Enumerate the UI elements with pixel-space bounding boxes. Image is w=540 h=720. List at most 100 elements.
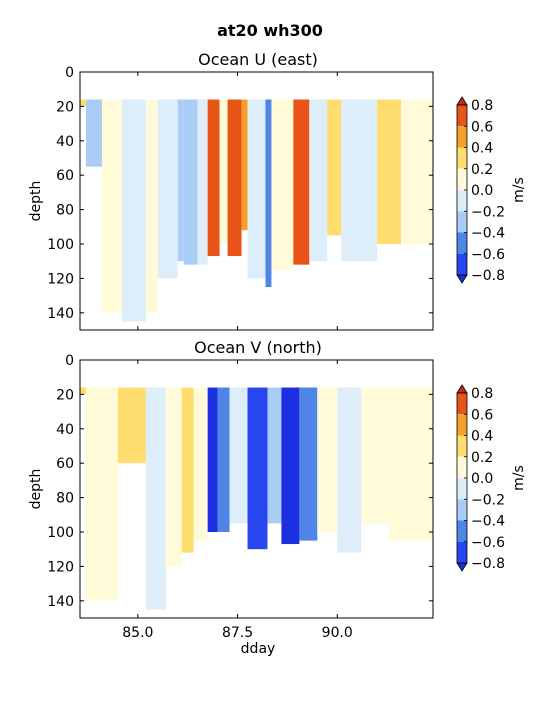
heatmap-column-v-6: [193, 387, 208, 541]
heatmap-column-v-9: [229, 387, 248, 524]
colorbar-segment-v-3: [457, 456, 467, 478]
colorbar-segment-u-7: [457, 253, 467, 275]
y-tick-label-v-7: 140: [47, 594, 74, 610]
heatmap-column-u-19: [341, 99, 378, 262]
y-tick-label-u-4: 80: [56, 203, 74, 219]
heatmap-column-u-15: [271, 99, 294, 270]
colorbar-segment-v-1: [457, 414, 467, 436]
y-tick-label-u-2: 40: [56, 134, 74, 150]
heatmap-column-u-5: [157, 99, 178, 279]
heatmap-column-v-7: [207, 387, 218, 532]
colorbar-segment-v-5: [457, 499, 467, 521]
plot-frame-u: [79, 71, 434, 331]
heatmap-column-v-2: [117, 387, 146, 464]
colorbar-label-v: m/s: [511, 465, 527, 491]
colorbar-over-arrow-v: [456, 384, 468, 394]
colorbar-under-arrow-u: [456, 274, 468, 284]
heatmap-column-v-5: [181, 387, 194, 553]
heatmap-column-v-15: [337, 387, 362, 553]
colorbar-segment-u-2: [457, 147, 467, 169]
y-axis-label-v: depth: [28, 469, 44, 510]
y-tick-label-u-1: 20: [56, 99, 74, 115]
colorbar-tick-label-v-0: 0.8: [471, 386, 493, 402]
colorbar-tick-label-v-1: 0.6: [471, 407, 493, 423]
colorbar-u: 0.8 0.6 0.4 0.2 0.0 −0.2 −0.4 −0.6 −0.8 m/s: [456, 96, 527, 284]
colorbar-segment-u-1: [457, 126, 467, 148]
y-axis-label-u: depth: [28, 181, 44, 222]
colorbar-tick-label-v-7: −0.6: [471, 535, 505, 551]
y-tick-label-v-4: 80: [56, 491, 74, 507]
colorbar-segment-u-0: [457, 105, 467, 127]
y-tick-label-u-3: 60: [56, 168, 74, 184]
heatmap-column-u-8: [197, 99, 208, 265]
heatmap-u: [80, 99, 433, 322]
colorbar-label-u: m/s: [511, 177, 527, 203]
x-axis-label: dday: [241, 641, 276, 657]
heatmap-column-v-10: [247, 387, 268, 550]
colorbar-segment-u-5: [457, 211, 467, 233]
y-tick-label-v-0: 0: [65, 353, 74, 369]
colorbar-segment-u-6: [457, 232, 467, 254]
heatmap-column-u-7: [183, 99, 198, 265]
heatmap-column-u-14: [265, 99, 272, 288]
y-axis-u: 0 20 40 60 80 100 120 140: [47, 65, 433, 322]
heatmap-column-u-9: [207, 99, 220, 257]
heatmap-column-u-4: [145, 99, 158, 313]
y-tick-label-v-5: 100: [47, 525, 74, 541]
colorbar-tick-label-v-3: 0.2: [471, 450, 493, 466]
y-tick-label-u-7: 140: [47, 306, 74, 322]
colorbar-under-arrow-v: [456, 562, 468, 572]
y-tick-label-u-0: 0: [65, 65, 74, 81]
x-axis-v: 85.0 87.5 90.0: [122, 360, 353, 641]
colorbar-segment-v-0: [457, 393, 467, 415]
heatmap-column-u-20: [377, 99, 402, 245]
heatmap-column-v-16: [361, 387, 390, 524]
colorbar-v: 0.8 0.6 0.4 0.2 0.0 −0.2 −0.4 −0.6 −0.8 m/s: [456, 384, 527, 572]
colorbar-segment-u-4: [457, 190, 467, 212]
colorbar-tick-label-v-4: 0.0: [471, 471, 493, 487]
figure-suptitle: at20 wh300: [217, 21, 323, 40]
heatmap-column-u-3: [121, 99, 146, 322]
colorbar-tick-label-u-0: 0.8: [471, 98, 493, 114]
heatmap-column-v-1: [85, 387, 118, 601]
colorbar-tick-label-v-8: −0.8: [471, 556, 505, 572]
colorbar-segment-u-3: [457, 168, 467, 190]
x-tick-label-v-0: 85.0: [122, 625, 153, 641]
panel-title-u: Ocean U (east): [198, 50, 318, 69]
heatmap-column-u-0: [80, 99, 86, 107]
colorbar-segment-v-7: [457, 541, 467, 563]
colorbar-tick-label-u-7: −0.6: [471, 247, 505, 263]
x-tick-label-v-2: 90.0: [322, 625, 353, 641]
y-tick-label-v-2: 40: [56, 422, 74, 438]
y-tick-label-u-5: 100: [47, 237, 74, 253]
heatmap-column-v-0: [80, 387, 86, 395]
x-axis-u: [137, 72, 338, 330]
heatmap-column-u-11: [227, 99, 242, 257]
colorbar-tick-label-v-6: −0.4: [471, 514, 505, 530]
colorbar-segment-v-2: [457, 435, 467, 457]
heatmap-column-u-2: [101, 99, 122, 313]
x-tick-label-v-1: 87.5: [222, 625, 253, 641]
heatmap-v: [80, 387, 433, 610]
heatmap-column-v-13: [299, 387, 318, 541]
colorbar-tick-label-u-4: 0.0: [471, 183, 493, 199]
colorbar-tick-label-u-3: 0.2: [471, 162, 493, 178]
panel-title-v: Ocean V (north): [194, 338, 322, 357]
y-axis-v: 0 20 40 60 80 100 120 140: [47, 353, 433, 610]
y-tick-label-v-1: 20: [56, 387, 74, 403]
colorbar-tick-label-u-1: 0.6: [471, 119, 493, 135]
heatmap-column-u-17: [309, 99, 328, 262]
heatmap-column-v-11: [267, 387, 282, 524]
y-tick-label-v-3: 60: [56, 456, 74, 472]
colorbar-tick-label-u-6: −0.4: [471, 226, 505, 242]
y-tick-label-u-6: 120: [47, 271, 74, 287]
heatmap-column-v-4: [165, 387, 182, 567]
heatmap-column-v-12: [281, 387, 300, 545]
heatmap-column-u-13: [247, 99, 266, 279]
colorbar-tick-label-v-5: −0.2: [471, 492, 505, 508]
y-tick-label-v-6: 120: [47, 559, 74, 575]
plot-frame-v: [79, 359, 434, 619]
colorbar-tick-label-u-2: 0.4: [471, 141, 493, 157]
heatmap-column-u-1: [85, 99, 102, 167]
